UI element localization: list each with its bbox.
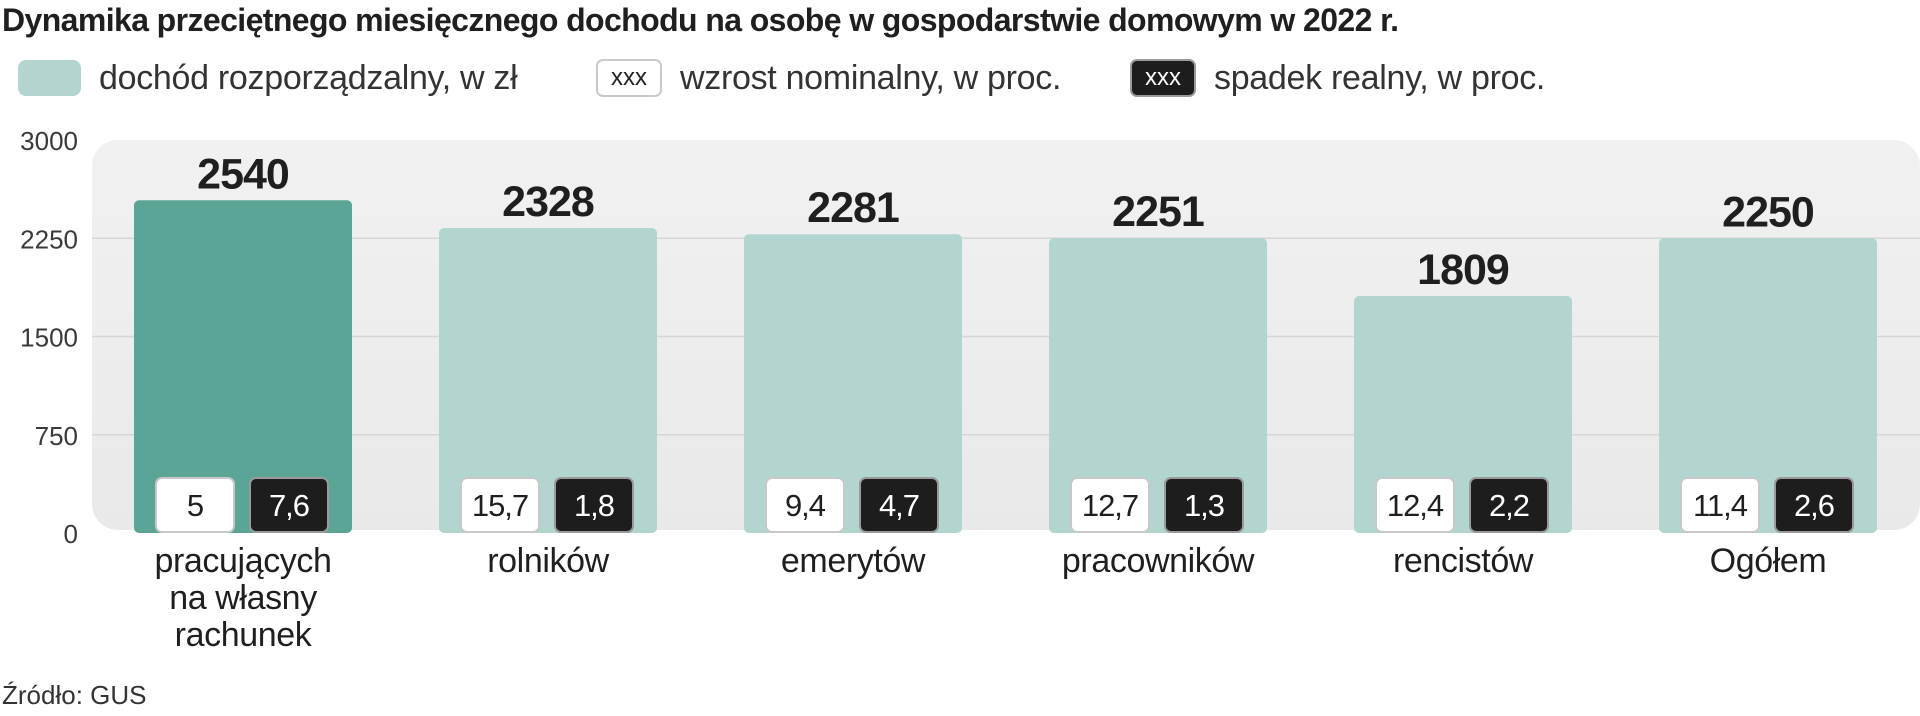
x-tick-label: rachunek [175, 616, 313, 654]
x-tick-label: rencistów [1393, 542, 1534, 580]
gridlines [92, 237, 1920, 436]
legend-label-real: spadek realny, w proc. [1214, 58, 1546, 97]
legend-item-real: xxx spadek realny, w proc. [1130, 56, 1545, 100]
nominal-growth-box [155, 477, 235, 533]
bar-value-label: 1809 [1417, 246, 1509, 294]
real-decline-value: 7,6 [269, 488, 309, 523]
y-tick-label: 2250 [20, 224, 78, 254]
bar-chart: 0 750 1500 2250 3000 2540 5 7,6 2328 15,7 1,8 2281… [20, 126, 1920, 654]
real-decline-box [554, 477, 634, 533]
x-tick-label: emerytów [781, 542, 926, 580]
x-tick-label: Ogółem [1710, 542, 1827, 580]
bar [1659, 238, 1877, 533]
nominal-growth-value: 9,4 [785, 488, 826, 523]
nominal-growth-value: 15,7 [472, 488, 528, 523]
real-decline-box [1164, 477, 1244, 533]
source-note: Źródło: GUS [2, 680, 147, 710]
nominal-growth-box [460, 477, 540, 533]
real-decline-value: 1,8 [574, 488, 614, 523]
nominal-growth-value: 11,4 [1693, 488, 1748, 523]
legend: dochód rozporządzalny, w zł xxx wzrost n… [18, 56, 1918, 100]
real-decline-value: 2,2 [1489, 488, 1529, 523]
legend-swatch-income [18, 60, 81, 96]
y-axis: 0 750 1500 2250 3000 [20, 126, 78, 549]
nominal-growth-value: 12,7 [1082, 488, 1138, 523]
real-decline-value: 1,3 [1184, 488, 1224, 523]
real-decline-box [249, 477, 329, 533]
nominal-growth-value: 5 [187, 488, 203, 523]
nominal-growth-value: 12,4 [1387, 488, 1444, 523]
bar-value-label: 2281 [807, 184, 899, 232]
bar-value-label: 2540 [197, 150, 289, 198]
bar [1354, 296, 1572, 533]
bar-value-label: 2328 [502, 178, 594, 226]
legend-label-income: dochód rozporządzalny, w zł [99, 58, 518, 97]
bar-value-label: 2251 [1112, 188, 1204, 236]
real-decline-value: 4,7 [879, 488, 919, 523]
real-decline-box [1774, 477, 1854, 533]
nominal-growth-box [1375, 477, 1455, 533]
y-tick-label: 0 [64, 519, 78, 549]
chart-title: Dynamika przeciętnego miesięcznego docho… [2, 2, 1399, 38]
x-tick-label: pracujących [154, 542, 331, 580]
nominal-growth-box [1680, 477, 1760, 533]
x-tick-label: na własny [169, 579, 317, 617]
real-decline-value: 2,6 [1794, 488, 1834, 523]
bar [744, 234, 962, 533]
real-decline-box [1469, 477, 1549, 533]
plot-area [92, 140, 1920, 530]
legend-label-nominal: wzrost nominalny, w proc. [680, 58, 1062, 97]
legend-item-income: dochód rozporządzalny, w zł [18, 56, 518, 100]
x-tick-label: rolników [487, 542, 609, 580]
real-decline-box [859, 477, 939, 533]
bar [1049, 238, 1267, 533]
bars: 2540 5 7,6 2328 15,7 1,8 2281 9,4 4,7 2251 12,7 1,3… [134, 150, 1877, 534]
nominal-growth-box [765, 477, 845, 533]
y-tick-label: 3000 [20, 126, 78, 156]
bar [134, 200, 352, 533]
legend-swatch-real: xxx [1130, 59, 1196, 97]
y-tick-label: 1500 [20, 323, 78, 353]
bar-value-label: 2250 [1722, 188, 1814, 236]
legend-swatch-nominal: xxx [596, 59, 662, 97]
legend-item-nominal: xxx wzrost nominalny, w proc. [596, 56, 1061, 100]
nominal-growth-box [1070, 477, 1150, 533]
bar [439, 228, 657, 534]
x-tick-label: pracowników [1062, 542, 1255, 580]
y-tick-label: 750 [35, 421, 78, 451]
